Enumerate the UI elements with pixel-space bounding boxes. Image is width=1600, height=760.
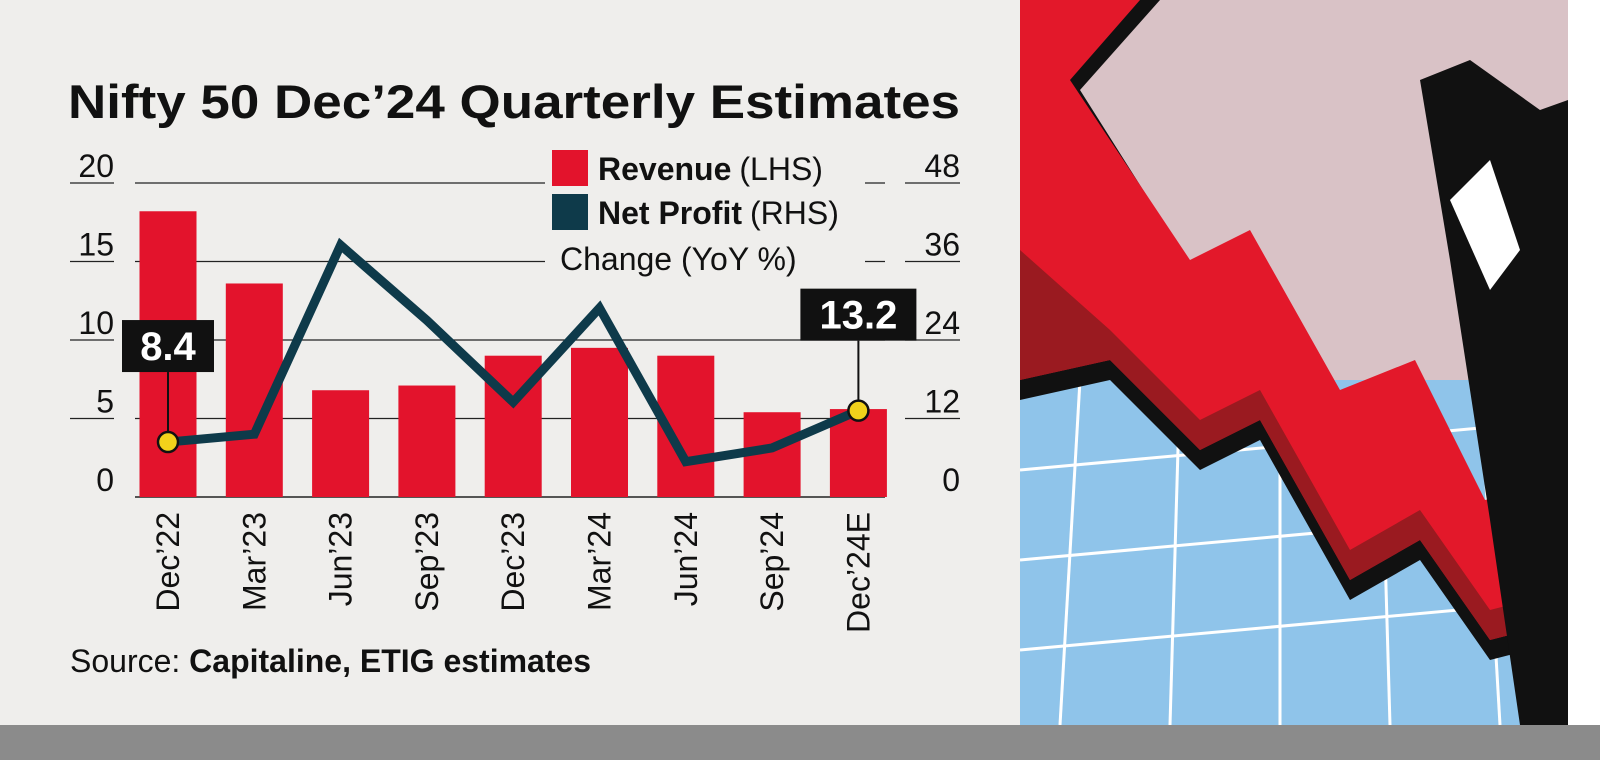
legend-net-profit: Net Profit (RHS) (598, 195, 839, 231)
annotation-label: 13.2 (819, 294, 897, 338)
line-net-profit (167, 237, 861, 467)
chart-panel: Nifty 50 Dec’24 Quarterly Estimates 0 0 5 1… (0, 0, 1020, 725)
legend: Revenue (LHS) Net Profit (RHS) Change (YoY… (552, 150, 839, 277)
chart-title: Nifty 50 Dec’24 Quarterly Estimates (68, 75, 960, 128)
y-right-tick-label: 36 (924, 227, 960, 263)
x-tick-label: Dec’22 (150, 512, 186, 612)
x-tick-label: Mar’24 (582, 512, 618, 611)
bar-revenue (571, 347, 628, 497)
annotation-box (122, 320, 214, 373)
y-right-tick-label: 12 (924, 384, 960, 420)
chart-subtitle: Change (YoY %) (560, 241, 797, 277)
falling-arrow-illustration (1020, 0, 1568, 725)
y-left-tick-label: 5 (96, 384, 114, 420)
y-right-tick-label: 0 (942, 462, 960, 498)
y-right-tick-label: 48 (924, 148, 960, 184)
x-tick-label: Sep’24 (754, 512, 790, 612)
annotation-label: 8.4 (140, 325, 196, 369)
y-left-tick-label: 20 (78, 148, 114, 184)
bottom-bar (0, 725, 1600, 760)
legend-swatch-net-profit (552, 194, 588, 230)
illustration (1020, 0, 1568, 725)
x-tick-label: Mar’23 (236, 512, 272, 611)
y-left-tick-label: 0 (96, 462, 114, 498)
x-tick-label: Sep’23 (409, 512, 445, 612)
legend-revenue: Revenue (LHS) (598, 151, 823, 187)
y-left-tick-label: 10 (78, 305, 114, 341)
chart-svg: Nifty 50 Dec’24 Quarterly Estimates 0 0 5 1… (68, 75, 960, 679)
y-left-tick-label: 15 (78, 227, 114, 263)
source-note: Source: Capitaline, ETIG estimates (70, 643, 591, 679)
annotation-marker (156, 430, 180, 454)
legend-background (545, 140, 865, 280)
annotation-marker (847, 399, 870, 422)
x-tick-label: Dec’24E (840, 512, 876, 633)
x-tick-label: Dec’23 (495, 512, 531, 612)
bar-revenue (398, 385, 456, 497)
bar-revenue (312, 390, 370, 497)
y-right-tick-label: 24 (924, 305, 960, 341)
legend-swatch-revenue (552, 150, 588, 186)
x-tick-label: Jun’23 (323, 512, 359, 606)
annotation-box (800, 288, 917, 341)
x-tick-label: Jun’24 (668, 512, 704, 606)
